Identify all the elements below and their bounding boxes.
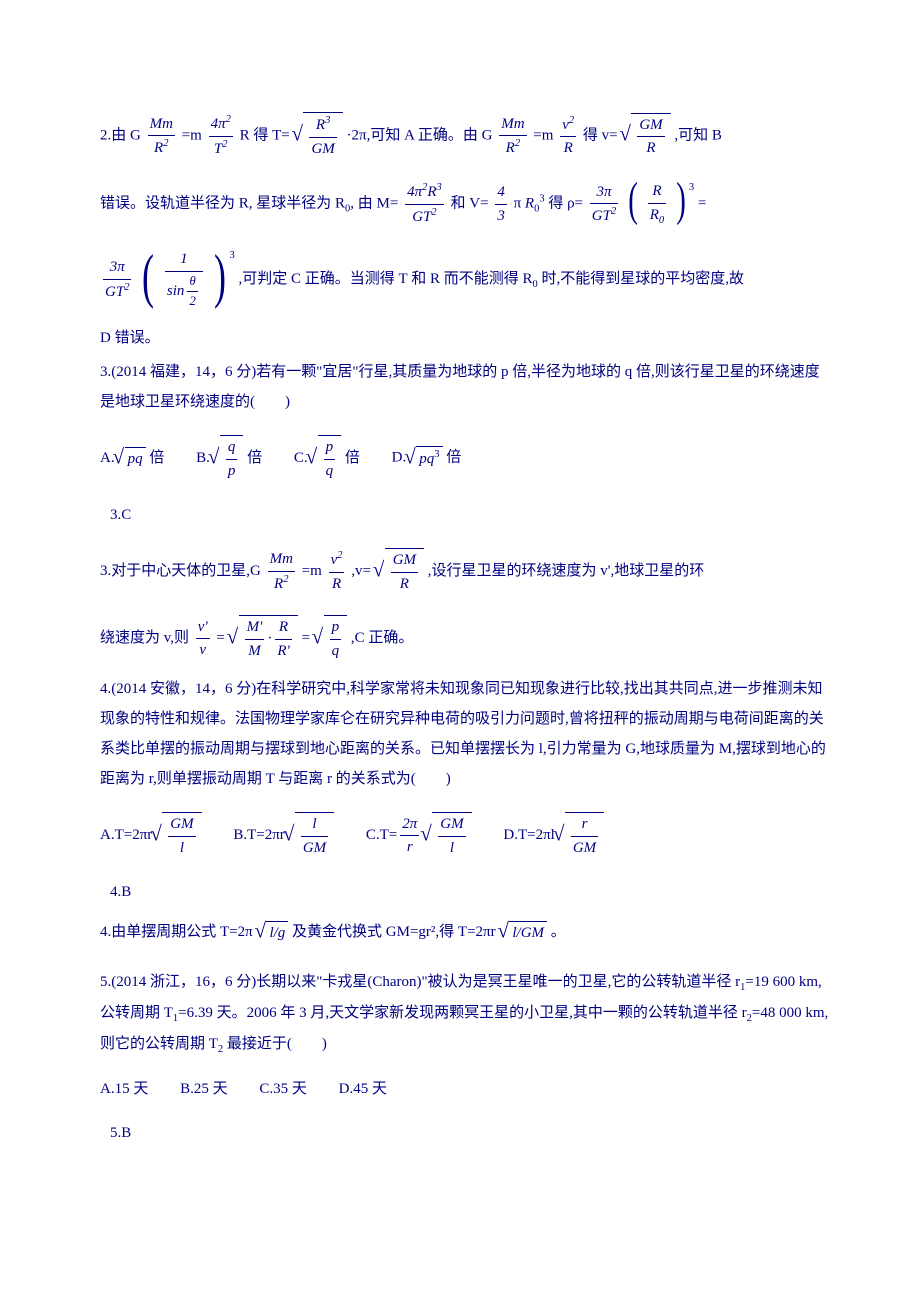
text: 4.由单摆周期公式 T=2π xyxy=(100,924,256,940)
option-d: D.T=2πlrGM xyxy=(503,812,604,859)
answer-3: 3.C xyxy=(100,500,830,530)
solution-2-line4: D 错误。 xyxy=(100,323,830,353)
text: ,v= xyxy=(351,563,371,579)
solution-3-line1: 3.对于中心天体的卫星,G MmR2 =m v2R ,v= GMR ,设行星卫星… xyxy=(100,534,830,603)
text: 3.对于中心天体的卫星,G xyxy=(100,563,265,579)
option-a: A.T=2πrGMl xyxy=(100,812,202,859)
option-a: A.pq 倍 xyxy=(100,447,164,471)
fraction: MmR2 xyxy=(496,113,529,160)
fraction: 3πGT2 xyxy=(100,256,134,303)
text: =m xyxy=(533,127,557,143)
fraction: v'v xyxy=(193,616,213,662)
fraction: v2R xyxy=(557,113,579,160)
text: 时,不能得到星球的平均密度,故 xyxy=(538,271,744,287)
option-c: C.pq 倍 xyxy=(294,435,360,482)
text: 得 v= xyxy=(583,127,618,143)
text: 错误。设轨道半径为 R, 星球半径为 R xyxy=(100,196,345,212)
question-4-options: A.T=2πrGMl B.T=2πrlGM C.T=2πrGMl D.T=2πl… xyxy=(100,798,830,873)
sqrt: GMR xyxy=(621,113,670,160)
sqrt: pq xyxy=(314,615,348,662)
sqrt: R3GM xyxy=(293,112,342,160)
fraction: MmR2 xyxy=(265,548,298,595)
answer-4: 4.B xyxy=(100,877,830,907)
text: ,设行星卫星的环绕速度为 v',地球卫星的环 xyxy=(428,563,704,579)
text: ·2π,可知 A 正确。由 G xyxy=(347,127,497,143)
paren-right: ) xyxy=(676,176,686,224)
question-5-options: A.15 天 B.25 天 C.35 天 D.45 天 xyxy=(100,1064,830,1115)
option-b: B.qp 倍 xyxy=(196,435,262,482)
sqrt: l/g xyxy=(256,921,288,945)
sqrt: M'M·RR' xyxy=(229,615,298,662)
solution-3-line2: 绕速度为 v,则 v'v = M'M·RR' = pq ,C 正确。 xyxy=(100,607,830,670)
option-c: C.35 天 xyxy=(259,1074,307,1104)
option-a: A.15 天 xyxy=(100,1074,148,1104)
sqrt: l/GM xyxy=(499,921,547,945)
fraction: 4π2T2 xyxy=(206,112,236,160)
fraction: 3πGT2 xyxy=(587,181,621,228)
option-c: C.T=2πrGMl xyxy=(366,812,472,859)
text: 和 V= xyxy=(451,196,489,212)
text: =m xyxy=(182,127,206,143)
text: R 得 T= xyxy=(240,127,290,143)
fraction: 4π2R3GT2 xyxy=(402,180,447,228)
text: , 由 M= xyxy=(350,196,398,212)
question-5-stem: 5.(2014 浙江，16，6 分)长期以来"卡戎星(Charon)"被认为是冥… xyxy=(100,957,830,1060)
solution-2-line3: 3πGT2 ( 1sinθ2 )3 ,可判定 C 正确。当测得 T 和 R 而不… xyxy=(100,240,830,319)
text: = xyxy=(698,196,706,212)
paren-right: ) xyxy=(214,246,226,306)
answer-5: 5.B xyxy=(100,1118,830,1148)
sqrt: GMR xyxy=(375,548,424,595)
option-b: B.T=2πrlGM xyxy=(233,812,334,859)
option-d: D.pq3 倍 xyxy=(392,446,462,471)
text: 得 ρ= xyxy=(548,196,583,212)
fraction: RR0 xyxy=(645,180,669,228)
question-4-stem: 4.(2014 安徽，14，6 分)在科学研究中,科学家常将未知现象同已知现象进… xyxy=(100,674,830,794)
text: ,可知 B xyxy=(674,127,722,143)
fraction: 1sinθ2 xyxy=(162,248,206,311)
question-3-stem: 3.(2014 福建，14，6 分)若有一颗"宜居"行星,其质量为地球的 p 倍… xyxy=(100,357,830,417)
fraction: MmR2 xyxy=(145,113,178,160)
text: 及黄金代换式 GM=gr²,得 T=2πr xyxy=(292,924,499,940)
text: ,可判定 C 正确。当测得 T 和 R 而不能测得 R xyxy=(239,271,533,287)
text: 绕速度为 v,则 xyxy=(100,630,193,646)
question-3-options: A.pq 倍 B.qp 倍 C.pq 倍 D.pq3 倍 xyxy=(100,421,830,496)
fraction: 43 xyxy=(492,181,510,227)
paren-left: ( xyxy=(142,246,154,306)
document-page: 2.由 G MmR2 =m 4π2T2 R 得 T= R3GM ·2π,可知 A… xyxy=(0,0,920,1302)
text: ,C 正确。 xyxy=(351,630,414,646)
fraction: v2R xyxy=(326,548,348,595)
text: π xyxy=(514,196,525,212)
solution-4: 4.由单摆周期公式 T=2π l/g 及黄金代换式 GM=gr²,得 T=2πr… xyxy=(100,911,830,953)
paren-left: ( xyxy=(628,176,638,224)
text: 2.由 G xyxy=(100,127,141,143)
option-b: B.25 天 xyxy=(180,1074,228,1104)
solution-2-line2: 错误。设轨道半径为 R, 星球半径为 R0, 由 M= 4π2R3GT2 和 V… xyxy=(100,172,830,236)
option-d: D.45 天 xyxy=(339,1074,387,1104)
solution-2-line1: 2.由 G MmR2 =m 4π2T2 R 得 T= R3GM ·2π,可知 A… xyxy=(100,104,830,168)
text: 。 xyxy=(551,924,566,940)
text: =m xyxy=(302,563,326,579)
